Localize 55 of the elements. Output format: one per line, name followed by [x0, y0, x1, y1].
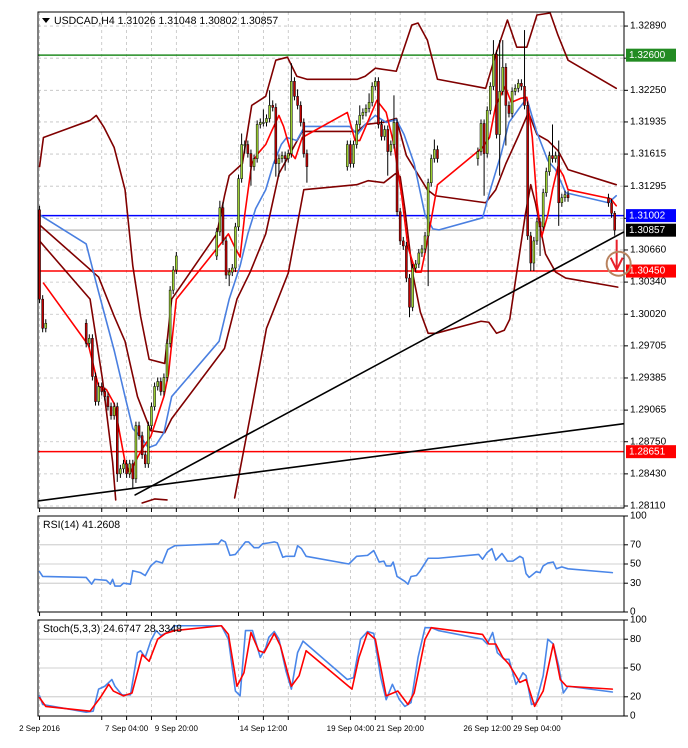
candlestick: [268, 90, 271, 123]
y-tick-label: 30: [630, 578, 642, 589]
ref-line-label: 1.30450: [629, 266, 666, 277]
y-tick-label: 1.30660: [630, 244, 667, 256]
y-tick-label: 1.31615: [630, 148, 667, 160]
y-tick-label: 1.29065: [630, 404, 667, 416]
x-tick-label: 14 Sep 12:00: [240, 724, 288, 733]
y-tick-label: 50: [630, 558, 642, 570]
candlestick: [125, 459, 128, 478]
candlestick: [510, 86, 514, 118]
candlestick: [284, 151, 286, 172]
x-tick-label: 2 Sep 2016: [19, 724, 61, 733]
candlestick: [84, 318, 88, 348]
y-tick-label: 1.32890: [630, 20, 667, 32]
candlestick: [346, 140, 349, 172]
candlestick: [128, 459, 131, 478]
y-tick-label: 1.31295: [630, 180, 667, 192]
y-tick-label: 0: [630, 710, 636, 722]
candlestick: [566, 190, 570, 202]
y-tick-label: 1.31935: [630, 116, 667, 128]
x-tick-label: 26 Sep 12:00: [463, 724, 512, 733]
ref-line-label: 1.31002: [629, 210, 666, 222]
candlestick: [517, 78, 520, 93]
y-tick-label: 1.28110: [630, 500, 666, 512]
y-tick-label: 20: [630, 691, 642, 702]
ref-line-label: 1.30857: [629, 224, 666, 236]
x-tick-label: 29 Sep 04:00: [513, 724, 562, 733]
y-tick-label: 100: [630, 510, 648, 522]
y-tick-label: 1.28750: [630, 436, 667, 448]
ref-line-label: 1.28651: [629, 446, 666, 458]
y-tick-label: 1.32250: [630, 84, 667, 96]
y-tick-label: 1.30020: [630, 308, 667, 320]
x-tick-label: 9 Sep 20:00: [154, 724, 198, 733]
x-tick-label: 21 Sep 20:00: [376, 724, 425, 733]
y-tick-label: 1.28430: [630, 468, 667, 480]
chart-title: RSI(14) 41.2608: [43, 519, 120, 531]
y-tick-label: 100: [630, 614, 648, 626]
y-tick-label: 50: [630, 662, 642, 674]
x-tick-label: 7 Sep 04:00: [105, 724, 149, 733]
y-tick-label: 1.29385: [630, 372, 667, 384]
ref-line-label: 1.32600: [629, 50, 666, 61]
candlestick: [418, 248, 420, 269]
candlestick: [386, 124, 389, 176]
y-tick-label: 1.30340: [630, 276, 667, 288]
y-tick-label: 80: [630, 634, 642, 645]
x-tick-label: 19 Sep 04:00: [326, 724, 375, 733]
y-tick-label: 1.29705: [630, 340, 667, 352]
candlestick: [436, 145, 439, 164]
candlestick: [262, 108, 265, 127]
line-series: [38, 539, 614, 587]
line-series: [38, 12, 618, 364]
chart-title: USDCAD,H4 1.31026 1.31048 1.30802 1.30857: [54, 15, 278, 27]
candlestick: [349, 140, 352, 168]
candlestick: [160, 376, 162, 396]
y-tick-label: 70: [630, 539, 642, 550]
